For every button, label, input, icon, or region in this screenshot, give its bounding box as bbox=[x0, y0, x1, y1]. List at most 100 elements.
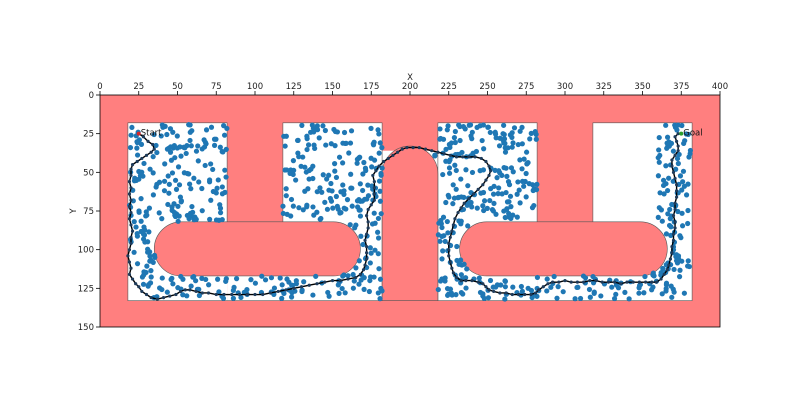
sample-point bbox=[320, 172, 326, 178]
planned-path bbox=[126, 132, 683, 301]
sample-point bbox=[591, 289, 597, 295]
path-node bbox=[214, 292, 218, 297]
sample-point bbox=[664, 187, 671, 194]
path-node bbox=[600, 280, 604, 284]
sample-point bbox=[176, 182, 183, 188]
path-node bbox=[330, 279, 335, 283]
sample-point bbox=[166, 181, 172, 187]
sample-point bbox=[335, 206, 341, 212]
sample-point bbox=[167, 126, 174, 132]
sample-point bbox=[508, 204, 514, 210]
path-node bbox=[671, 238, 676, 242]
sample-point bbox=[375, 215, 382, 222]
sample-point bbox=[172, 177, 179, 183]
path-node bbox=[454, 155, 459, 159]
path-node bbox=[365, 257, 369, 261]
sample-point bbox=[480, 189, 487, 196]
path-node bbox=[146, 139, 150, 143]
sample-point bbox=[301, 279, 307, 285]
sample-point bbox=[446, 165, 453, 171]
sample-point bbox=[134, 231, 140, 237]
sample-point bbox=[310, 292, 316, 298]
sample-point bbox=[164, 131, 170, 138]
obstacle-arch-2 bbox=[381, 145, 439, 302]
path-node bbox=[222, 292, 226, 297]
path-node bbox=[127, 260, 132, 264]
sample-point bbox=[435, 286, 441, 293]
sample-point bbox=[305, 142, 312, 148]
sample-point bbox=[615, 285, 622, 291]
sample-point bbox=[681, 140, 687, 147]
sample-point bbox=[211, 142, 218, 148]
sample-point bbox=[186, 122, 192, 128]
sample-point bbox=[518, 283, 524, 290]
path-node bbox=[371, 173, 375, 178]
sample-point bbox=[241, 289, 247, 295]
sample-point bbox=[671, 266, 677, 273]
sample-point bbox=[344, 197, 351, 203]
path-node bbox=[563, 279, 567, 283]
sample-point bbox=[349, 185, 355, 191]
sample-point bbox=[357, 213, 364, 219]
path-node bbox=[276, 289, 280, 294]
sample-point bbox=[320, 123, 326, 129]
sample-point bbox=[451, 135, 458, 141]
sample-point bbox=[169, 170, 176, 176]
path-node bbox=[676, 149, 680, 153]
sample-point bbox=[375, 127, 381, 133]
sample-point bbox=[587, 294, 593, 300]
sample-point bbox=[439, 224, 445, 231]
sample-point bbox=[138, 196, 144, 202]
sample-point bbox=[485, 124, 491, 130]
x-tick-label: 375 bbox=[673, 82, 689, 92]
sample-point bbox=[453, 292, 459, 298]
sample-point bbox=[613, 291, 619, 297]
sample-point bbox=[455, 195, 461, 201]
path-node bbox=[346, 277, 350, 281]
sample-point bbox=[147, 253, 153, 259]
sample-point bbox=[145, 246, 151, 252]
sample-point bbox=[466, 122, 472, 128]
sample-point bbox=[498, 282, 504, 288]
sample-point bbox=[502, 284, 508, 290]
sample-point bbox=[480, 167, 487, 173]
x-tick-label: 225 bbox=[441, 82, 457, 92]
sample-point bbox=[341, 205, 347, 211]
sample-point bbox=[445, 292, 451, 298]
path-node bbox=[459, 206, 463, 210]
path-node bbox=[140, 156, 144, 161]
sample-point bbox=[506, 182, 513, 188]
path-node bbox=[130, 163, 135, 167]
sample-point bbox=[347, 140, 354, 146]
sample-point bbox=[196, 292, 202, 299]
sample-point bbox=[282, 143, 288, 149]
path-node bbox=[129, 223, 133, 227]
sample-point bbox=[164, 289, 170, 295]
path-node bbox=[533, 291, 538, 295]
path-node bbox=[654, 280, 659, 284]
sample-point bbox=[175, 218, 181, 224]
sample-point bbox=[679, 223, 686, 229]
sample-point bbox=[195, 158, 201, 164]
path-node bbox=[650, 280, 654, 284]
y-tick-label: 25 bbox=[83, 130, 94, 140]
path-node bbox=[253, 292, 257, 297]
sample-point bbox=[151, 252, 158, 258]
sample-point bbox=[432, 153, 438, 159]
path-node bbox=[377, 164, 381, 168]
sample-point bbox=[656, 134, 662, 141]
path-node bbox=[366, 207, 370, 212]
sample-point bbox=[452, 139, 458, 146]
sample-point bbox=[342, 290, 348, 296]
sample-point bbox=[356, 281, 362, 287]
path-node bbox=[129, 266, 133, 270]
sample-point bbox=[195, 143, 201, 149]
sample-point bbox=[136, 208, 142, 214]
path-node bbox=[127, 180, 132, 184]
sample-point bbox=[335, 282, 341, 288]
path-node bbox=[504, 291, 508, 295]
path-node bbox=[386, 156, 390, 161]
sample-point bbox=[154, 149, 160, 156]
sample-point bbox=[679, 187, 685, 193]
sample-point bbox=[493, 284, 499, 290]
